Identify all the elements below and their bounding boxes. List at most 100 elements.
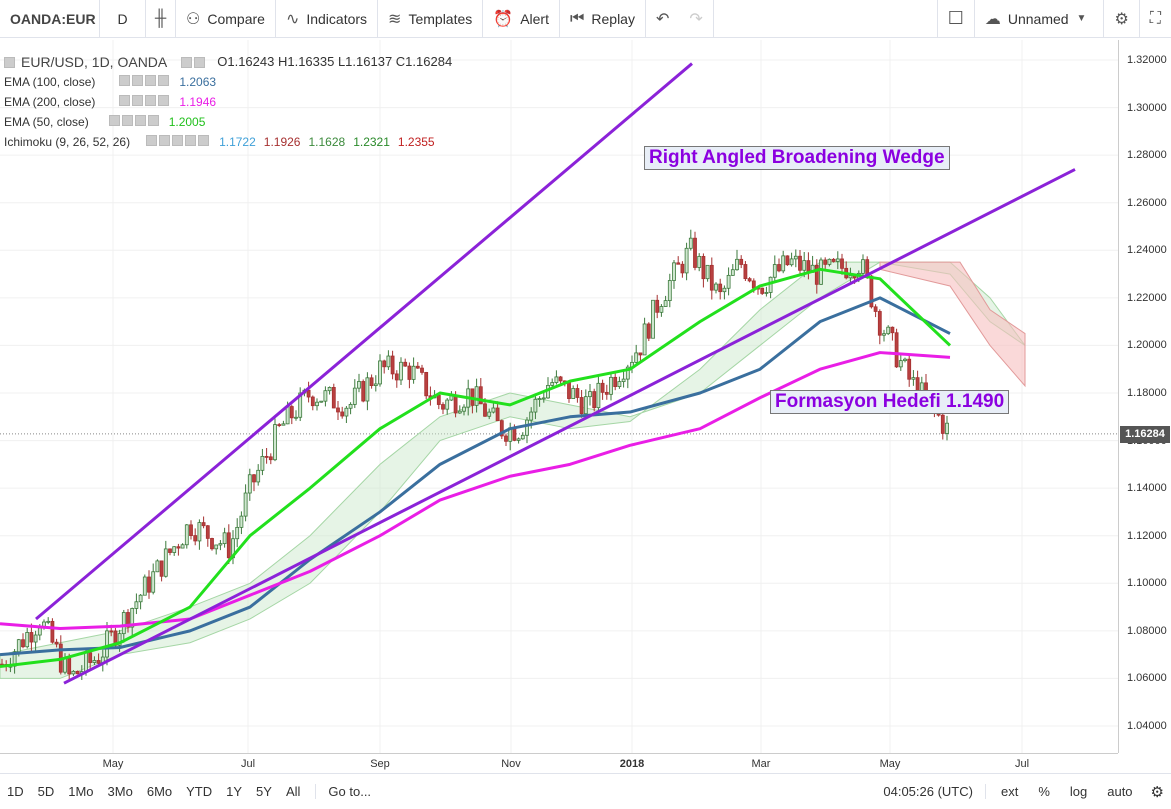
candle-body [180,544,185,549]
candle-body [105,630,109,658]
wedge-annotation[interactable]: Right Angled Broadening Wedge [644,146,950,170]
target-annotation[interactable]: Formasyon Hedefi 1.1490 [770,390,1010,414]
candle-body [789,258,794,266]
range-button-5y[interactable]: 5Y [256,784,272,799]
price-axis[interactable]: 1.32000 1.30000 1.28000 1.26000 1.24000 1.220… [1118,40,1171,753]
candle-body [609,376,613,395]
candle-body [394,373,399,381]
compare-button[interactable]: ⚇ Compare [176,0,276,38]
candle-body [739,258,744,265]
alert-button[interactable]: ⏰ Alert [483,0,560,38]
candle-body [155,560,160,573]
auto-toggle[interactable]: auto [1107,784,1133,799]
interval-button[interactable]: D [100,0,146,38]
candle-body [373,383,378,386]
candles [0,229,949,682]
candle-body [558,376,563,382]
candle-body [600,382,605,393]
gear-icon[interactable] [194,56,206,68]
candle-body [189,524,193,536]
candle-body [121,612,126,635]
candle-body [911,377,916,380]
ema100-controls[interactable] [119,72,171,92]
candle-body [205,525,210,539]
fullscreen-button[interactable]: ⛶ [1140,0,1171,38]
range-button-1y[interactable]: 1Y [226,784,243,799]
time-tick: Nov [501,758,521,770]
ema50-controls[interactable] [108,112,161,132]
ema200-controls[interactable] [119,92,171,112]
candle-body [499,420,504,437]
candle-body [289,406,294,419]
candle-body [588,391,592,398]
candle-body [730,269,735,276]
candle-body [823,259,828,265]
candle-body [235,526,240,540]
templates-button[interactable]: ≋ Templates [378,0,484,38]
collapse-icon[interactable] [4,56,15,68]
time-tick: 2018 [619,758,645,770]
candle-body [655,299,660,313]
candle-body [378,360,382,385]
replay-button[interactable]: ⏮ Replay [560,0,646,38]
legend-ema100[interactable]: EMA (100, close) 1.2063 [4,72,452,92]
candle-body [420,367,424,373]
percent-toggle[interactable]: % [1038,784,1050,799]
redo-button[interactable]: ↷ [679,0,714,38]
candle-body [840,258,844,269]
candle-body [512,427,517,441]
redo-icon: ↷ [689,10,703,28]
legend-ohlc: O1.16243 H1.16335 L1.16137 C1.16284 [217,54,453,69]
ichimoku-controls[interactable] [146,132,211,152]
gear-icon: ⚙ [1114,10,1129,28]
price-tick: 1.28000 [1127,149,1167,162]
ichimoku-cloud-bearish [879,261,1026,388]
log-toggle[interactable]: log [1069,784,1088,799]
time-tick: Mar [751,758,771,770]
layout-name-button[interactable]: ☁ Unnamed ▼ [975,0,1105,38]
price-tick: 1.06000 [1127,672,1167,685]
candle-body [88,652,93,663]
range-button-3mo[interactable]: 3Mo [107,784,133,799]
range-button-5d[interactable]: 5D [37,784,55,799]
indicators-button[interactable]: ∿ Indicators [276,0,379,38]
legend-ema50[interactable]: EMA (50, close) 1.2005 [4,112,452,132]
range-button-ytd[interactable]: YTD [186,784,213,799]
select-layout-button[interactable]: ☐ [936,0,975,38]
time-tick: Jul [1014,758,1030,770]
settings-button[interactable]: ⚙ [1104,0,1140,38]
chart-style-button[interactable]: ╫ [146,0,176,38]
eye-icon[interactable] [181,56,193,68]
price-tick: 1.18000 [1127,387,1167,399]
ext-toggle[interactable]: ext [1000,784,1019,799]
candle-body [252,474,256,483]
candle-body [596,382,601,409]
candle-body [672,262,676,281]
candle-body [239,515,244,528]
settings-icon[interactable]: ⚙ [1150,783,1164,801]
goto-button[interactable]: Go to... [315,784,378,799]
undo-button[interactable]: ↶ [646,0,679,38]
candle-body [142,576,147,596]
candle-body [172,546,177,553]
range-button-6mo[interactable]: 6Mo [146,784,173,799]
range-button-1mo[interactable]: 1Mo [68,784,94,799]
ema200-label: EMA (200, close) [4,95,96,109]
symbol-search[interactable]: OANDA:EUR [0,0,100,38]
price-chart[interactable] [0,40,1118,753]
candle-body [676,262,681,265]
candle-body [693,237,697,268]
candle-body [264,456,269,458]
ichimoku-spanB-value: 1.2355 [397,135,435,149]
legend-ema200[interactable]: EMA (200, close) 1.1946 [4,92,452,112]
range-button-1d[interactable]: 1D [7,784,24,799]
range-button-all[interactable]: All [285,784,301,799]
ema-line [0,267,952,669]
candle-body [495,407,500,422]
legend-ichimoku[interactable]: Ichimoku (9, 26, 52, 26) 1.1722 1.1926 1… [4,132,452,152]
candle-body [462,406,466,412]
candle-body [726,274,731,289]
candle-body [67,657,72,675]
price-tick: 1.10000 [1127,577,1167,590]
time-axis[interactable]: May Jul Sep Nov 2018 Mar May Jul [0,753,1118,773]
